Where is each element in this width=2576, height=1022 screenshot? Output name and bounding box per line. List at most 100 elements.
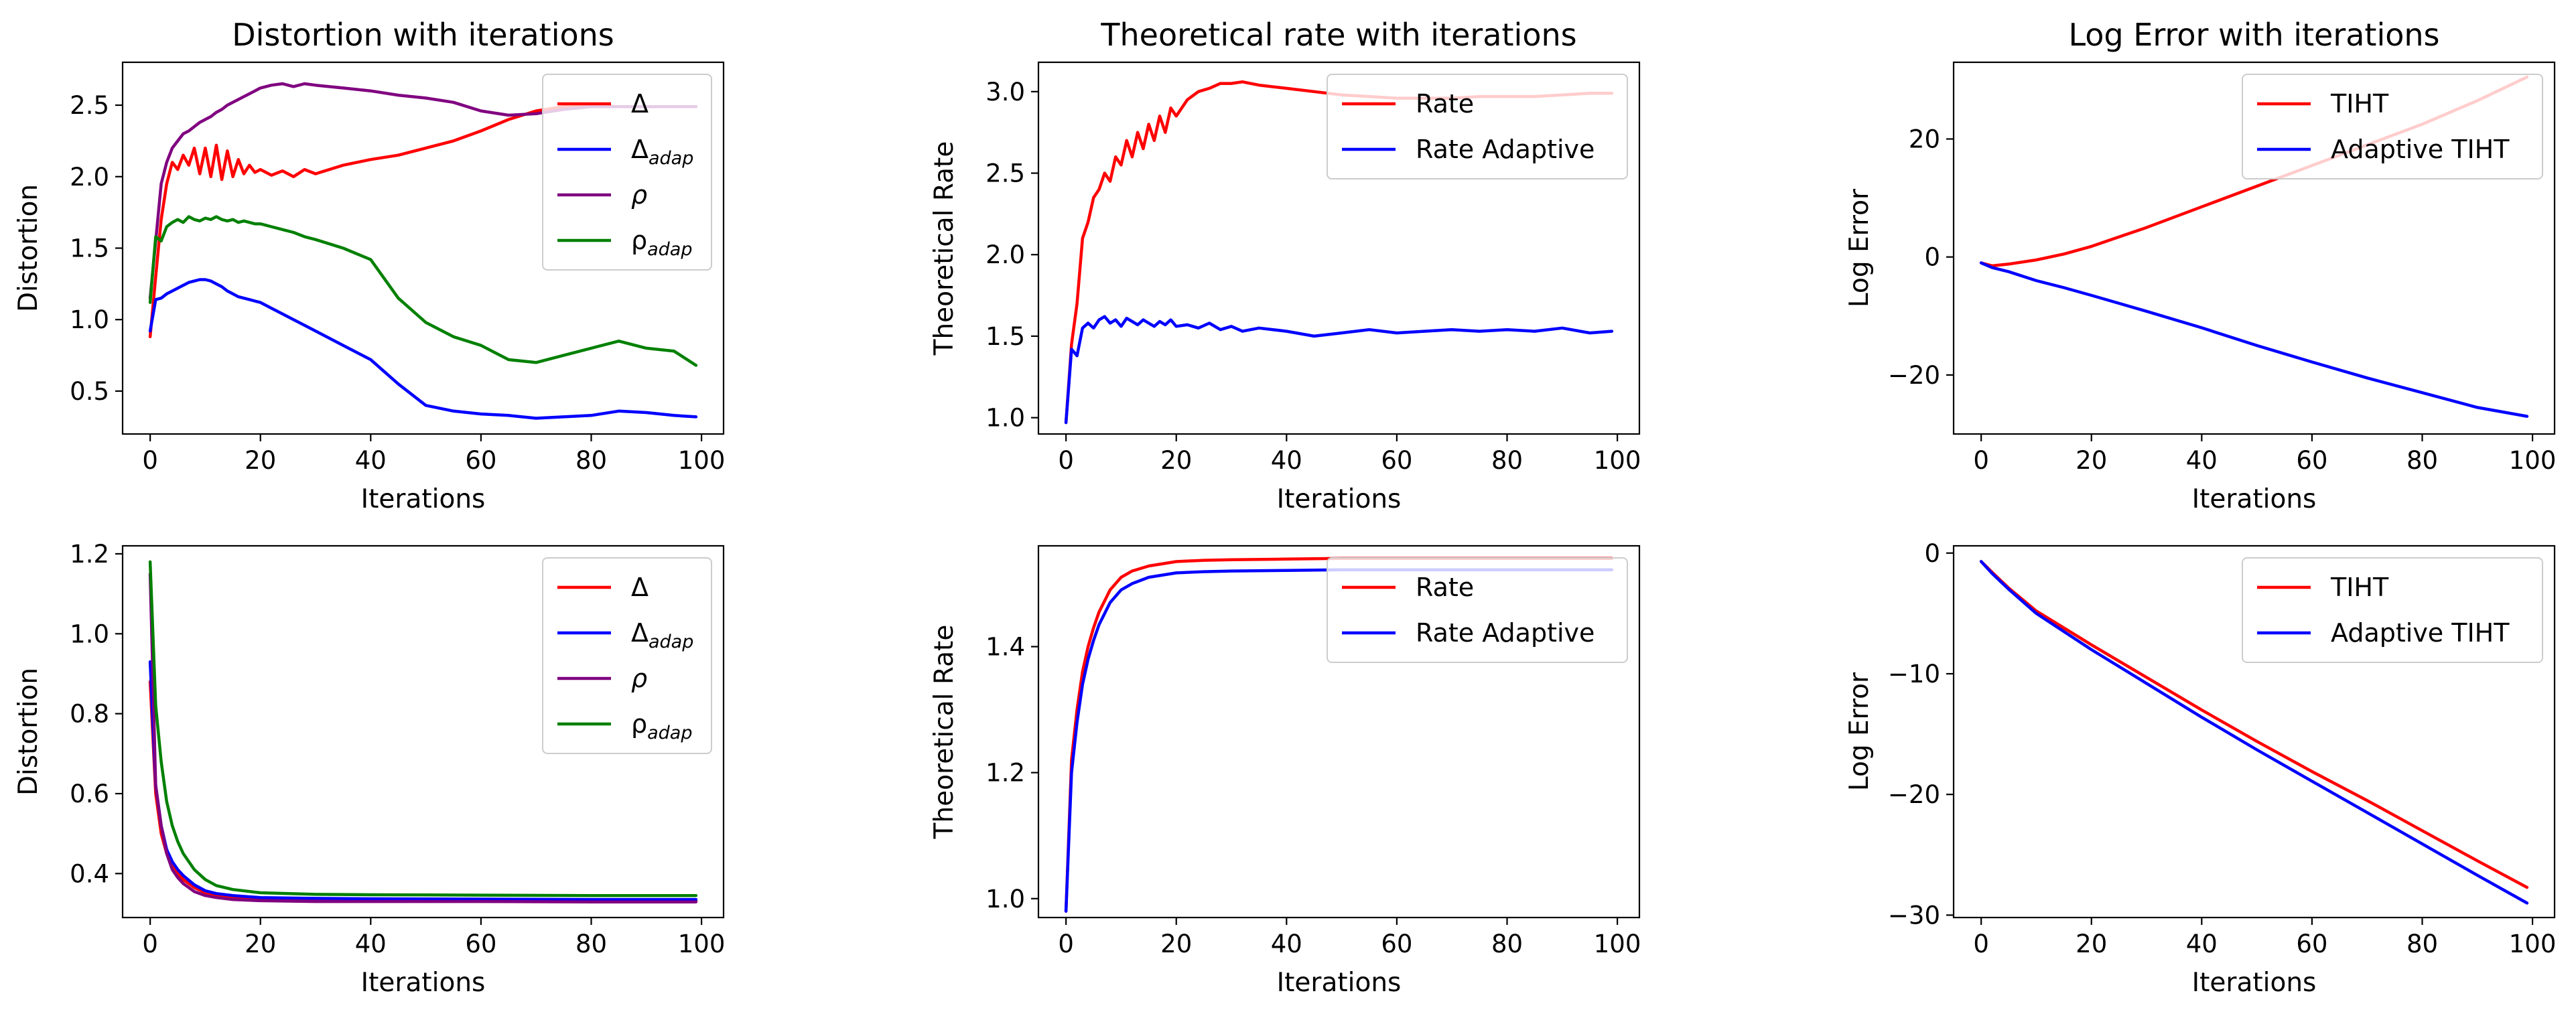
legend: Δ Δadap ρ ρadap — [542, 74, 712, 271]
y-tick-label: 2.0 — [70, 163, 109, 192]
legend: Rate Rate Adaptive — [1327, 557, 1628, 663]
x-tick-label: 60 — [465, 446, 496, 475]
x-tick-label: 80 — [2406, 446, 2438, 475]
x-axis-label: Iterations — [1277, 968, 1402, 998]
y-tick-label: 0.6 — [70, 780, 109, 808]
series-line-2 — [148, 278, 698, 420]
legend-box — [542, 557, 712, 754]
y-tick-label: −20 — [1888, 361, 1940, 390]
x-tick-label: 20 — [2076, 930, 2107, 958]
y-tick-label: 1.5 — [986, 322, 1025, 351]
legend-label: Δ — [631, 573, 649, 602]
y-tick-label: 1.4 — [986, 633, 1025, 662]
x-axis-label: Iterations — [361, 968, 486, 998]
series-line-2 — [1064, 315, 1614, 425]
chart-panel-3: 0 20 40 60 80 100 −20 0 20 Log Error with iterati… — [1844, 17, 2556, 514]
x-tick-label: 0 — [1973, 446, 1989, 475]
x-tick-label: 80 — [1491, 446, 1523, 475]
legend-label: Rate Adaptive — [1416, 135, 1595, 164]
x-axis-label: Iterations — [1277, 484, 1402, 514]
x-tick-label: 40 — [1271, 930, 1302, 958]
y-tick-label: 20 — [1909, 125, 1940, 154]
chart-panel-5: 0 20 40 60 80 100 1.0 1.2 1.4 Iterations Theoretic… — [929, 544, 1641, 998]
legend-box — [542, 74, 712, 271]
x-tick-label: 60 — [1381, 930, 1412, 958]
legend-label: Δadap — [631, 135, 693, 169]
x-tick-label: 20 — [2076, 446, 2107, 475]
chart-panel-6: 0 20 40 60 80 100 −30 −20 −10 0 Iterations Log Erro… — [1844, 539, 2556, 998]
y-tick-label: 2.5 — [70, 91, 109, 120]
y-tick-label: 0.8 — [70, 700, 109, 729]
legend-label: Rate Adaptive — [1416, 618, 1595, 648]
x-tick-label: 80 — [575, 930, 607, 958]
x-tick-label: 80 — [1491, 930, 1523, 958]
legend-label: Rate — [1416, 89, 1474, 119]
legend: TIHT Adaptive TIHT — [2242, 74, 2543, 179]
chart-title: Log Error with iterations — [2068, 17, 2439, 53]
x-tick-label: 40 — [2186, 446, 2218, 475]
chart-panel-1: 0 20 40 60 80 100 0.5 1.0 1.5 2.0 2.5 Distortion wi… — [13, 17, 725, 514]
x-tick-label: 0 — [1973, 930, 1989, 958]
y-tick-label: 0.4 — [70, 859, 109, 888]
y-tick-label: 1.0 — [986, 885, 1025, 914]
x-tick-label: 20 — [245, 446, 276, 475]
x-axis-label: Iterations — [2192, 484, 2317, 514]
axes-frame — [1952, 544, 2556, 919]
legend-label: Δ — [631, 89, 649, 119]
y-axis-label: Theoretical Rate — [929, 625, 959, 840]
y-tick-label: −30 — [1888, 901, 1940, 930]
y-tick-label: −20 — [1888, 780, 1940, 809]
x-tick-label: 40 — [355, 930, 387, 958]
x-tick-label: 60 — [1381, 446, 1412, 475]
x-axis-label: Iterations — [2192, 968, 2317, 998]
series-line-2 — [1979, 560, 2529, 905]
x-axis-label: Iterations — [361, 484, 486, 514]
axes-frame — [1037, 544, 1641, 919]
x-tick-label: 20 — [1160, 446, 1192, 475]
x-tick-label: 60 — [2296, 930, 2327, 958]
legend-box — [2242, 557, 2543, 663]
y-tick-label: −10 — [1888, 660, 1940, 688]
legend: Rate Rate Adaptive — [1327, 74, 1628, 179]
legend-label: ρadap — [631, 226, 693, 260]
legend: Δ Δadap ρ ρadap — [542, 557, 712, 754]
y-tick-label: 1.0 — [70, 305, 109, 334]
y-tick-label: 1.0 — [70, 619, 109, 648]
y-tick-label: 0.5 — [70, 377, 109, 406]
series-line-4 — [148, 215, 698, 367]
y-axis-label: Distortion — [13, 184, 44, 312]
legend-label: ρ — [631, 664, 647, 693]
x-tick-label: 100 — [1594, 930, 1641, 958]
chart-panel-4: 0 20 40 60 80 100 0.4 0.6 0.8 1.0 1.2 Iterations Dis… — [13, 540, 725, 998]
y-tick-label: 0 — [1924, 539, 1940, 568]
y-tick-label: 2.5 — [986, 159, 1025, 188]
series-line-2 — [1979, 261, 2529, 418]
x-tick-label: 40 — [355, 446, 387, 475]
axes-frame — [121, 544, 725, 919]
legend-box — [1327, 74, 1628, 179]
x-tick-label: 60 — [2296, 446, 2327, 475]
legend-label: TIHT — [2330, 573, 2389, 602]
y-axis-label: Log Error — [1844, 188, 1875, 307]
x-tick-label: 0 — [1058, 446, 1074, 475]
chart-title: Distortion with iterations — [232, 17, 614, 53]
legend-box — [2242, 74, 2543, 179]
axes-frame — [1952, 61, 2556, 435]
y-tick-label: 3.0 — [986, 78, 1025, 106]
y-tick-label: 1.2 — [70, 540, 109, 569]
x-tick-label: 0 — [1058, 930, 1074, 958]
x-tick-label: 20 — [1160, 930, 1192, 958]
axes-frame — [1037, 61, 1641, 435]
y-tick-label: 1.0 — [986, 404, 1025, 433]
x-tick-label: 60 — [465, 930, 496, 958]
y-tick-label: 0 — [1924, 243, 1940, 272]
y-tick-label: 2.0 — [986, 240, 1025, 269]
x-tick-label: 20 — [245, 930, 276, 958]
series-line-4 — [148, 560, 698, 897]
y-axis-label: Log Error — [1844, 672, 1875, 791]
x-tick-label: 40 — [2186, 930, 2218, 958]
x-tick-label: 80 — [575, 446, 607, 475]
x-tick-label: 100 — [678, 930, 726, 958]
y-axis-label: Distortion — [13, 668, 44, 796]
